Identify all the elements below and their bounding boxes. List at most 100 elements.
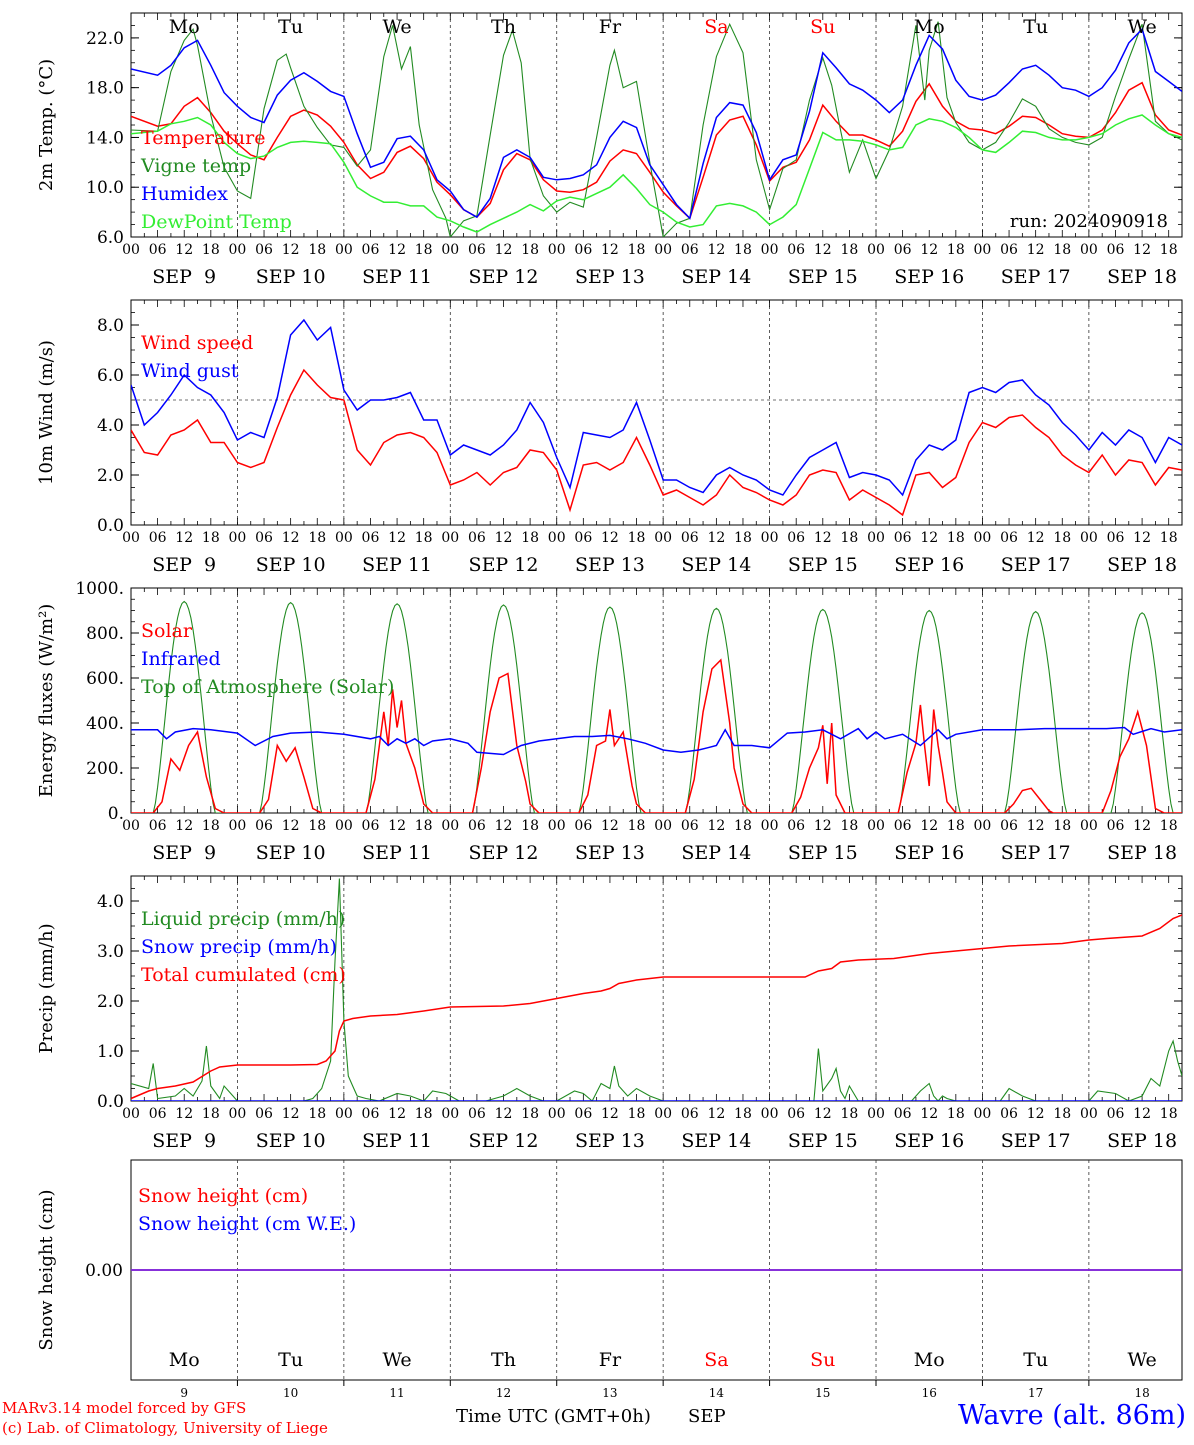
series-line-vigne-temp (131, 21, 1182, 237)
hour-tick-label: 06 (149, 530, 167, 546)
hour-tick-label: 12 (175, 1106, 193, 1122)
date-label: SEP 12 (469, 1130, 539, 1152)
legend-entry: Snow height (cm W.E.) (138, 1213, 356, 1235)
hour-tick-label: 18 (202, 242, 220, 258)
hour-tick-label: 18 (628, 818, 646, 834)
hour-tick-label: 06 (468, 530, 486, 546)
date-label: SEP 14 (681, 554, 751, 576)
data-layer (131, 600, 1182, 813)
date-label: SEP 17 (1001, 842, 1071, 864)
day-name: Fr (599, 16, 622, 38)
hour-tick-label: 12 (175, 530, 193, 546)
plot-frame (130, 299, 1183, 526)
hour-tick-label: 06 (149, 1106, 167, 1122)
date-label: SEP 13 (575, 266, 645, 288)
time-axis-title: Time UTC (GMT+0h) (456, 1406, 651, 1427)
hour-tick-label: 06 (681, 818, 699, 834)
hour-tick-label: 12 (495, 1106, 513, 1122)
hour-tick-label: 06 (362, 818, 380, 834)
hour-tick-label: 18 (1053, 530, 1071, 546)
day-name: We (382, 1349, 411, 1371)
hour-tick-label: 18 (1160, 818, 1178, 834)
hour-tick-label: 12 (388, 818, 406, 834)
day-number: 17 (1028, 1386, 1043, 1400)
legend-entry: Top of Atmosphere (Solar) (141, 676, 394, 698)
hour-tick-label: 18 (415, 530, 433, 546)
day-name: Tu (1023, 1349, 1048, 1371)
plot-frame (130, 587, 1183, 814)
hour-tick-label: 06 (681, 1106, 699, 1122)
hour-tick-label: 00 (335, 1106, 353, 1122)
y-tick-label: 6.0 (97, 366, 124, 386)
hour-tick-label: 18 (734, 1106, 752, 1122)
hour-tick-label: 18 (521, 242, 539, 258)
date-label: SEP 13 (575, 1130, 645, 1152)
hour-tick-label: 12 (1133, 818, 1151, 834)
date-label: SEP 9 (152, 842, 216, 864)
y-tick-label: 4.0 (97, 892, 124, 912)
hour-tick-label: 00 (761, 818, 779, 834)
legend-entry: Infrared (141, 648, 221, 670)
hour-tick-label: 12 (1133, 530, 1151, 546)
day-number: 15 (815, 1386, 830, 1400)
y-tick-label: 200. (86, 759, 124, 779)
day-name: We (382, 16, 411, 38)
hour-tick-label: 06 (149, 818, 167, 834)
date-label: SEP 11 (362, 1130, 432, 1152)
hour-tick-label: 00 (974, 818, 992, 834)
hour-tick-label: 18 (947, 1106, 965, 1122)
hour-tick-label: 18 (947, 242, 965, 258)
hour-tick-label: 18 (415, 242, 433, 258)
date-label: SEP 10 (256, 266, 326, 288)
hour-tick-label: 00 (441, 1106, 459, 1122)
hour-tick-label: 06 (468, 242, 486, 258)
day-number: 9 (180, 1386, 188, 1400)
hour-tick-label: 00 (761, 1106, 779, 1122)
y-tick-label: 0.0 (97, 516, 124, 536)
series-line-humidex (131, 27, 1182, 220)
hour-tick-label: 00 (335, 818, 353, 834)
y-tick-label: 3.0 (97, 942, 124, 962)
y-axis-title: 2m Temp. (°C) (36, 59, 57, 191)
credit-line-2: (c) Lab. of Climatology, University of L… (2, 1419, 328, 1437)
hour-tick-label: 12 (175, 818, 193, 834)
day-name: Sa (704, 16, 728, 38)
day-name: Tu (278, 1349, 303, 1371)
hour-tick-label: 06 (574, 242, 592, 258)
date-label: SEP 11 (362, 266, 432, 288)
hour-tick-label: 18 (628, 1106, 646, 1122)
hour-tick-label: 06 (362, 1106, 380, 1122)
hour-tick-label: 18 (1160, 530, 1178, 546)
hour-tick-label: 00 (1080, 818, 1098, 834)
hour-tick-label: 18 (308, 242, 326, 258)
hour-tick-label: 06 (255, 242, 273, 258)
hour-tick-label: 00 (122, 530, 140, 546)
series-line-solar (131, 658, 1182, 813)
hour-tick-label: 00 (548, 818, 566, 834)
hour-tick-label: 18 (1053, 818, 1071, 834)
hour-tick-label: 00 (122, 818, 140, 834)
date-label: SEP 16 (894, 554, 964, 576)
hour-tick-label: 06 (787, 1106, 805, 1122)
hour-tick-label: 06 (1000, 530, 1018, 546)
hour-tick-label: 06 (787, 242, 805, 258)
date-label: SEP 13 (575, 554, 645, 576)
hour-tick-label: 18 (734, 530, 752, 546)
y-tick-label: 2.0 (97, 992, 124, 1012)
day-name: Fr (599, 1349, 622, 1371)
y-tick-label: 8.0 (97, 316, 124, 336)
day-number: 16 (922, 1386, 937, 1400)
hour-tick-label: 12 (920, 818, 938, 834)
hour-tick-label: 00 (441, 818, 459, 834)
day-number: 18 (1134, 1386, 1149, 1400)
hour-tick-label: 12 (388, 242, 406, 258)
hour-tick-label: 12 (175, 242, 193, 258)
legend-entry: Humidex (141, 183, 228, 205)
hour-tick-label: 06 (894, 242, 912, 258)
date-label: SEP 16 (894, 266, 964, 288)
series-line-wind-speed (131, 368, 1182, 517)
series-line-wind-gust (131, 318, 1182, 497)
hour-tick-label: 00 (548, 1106, 566, 1122)
day-name: Tu (278, 16, 303, 38)
hour-tick-label: 00 (654, 530, 672, 546)
